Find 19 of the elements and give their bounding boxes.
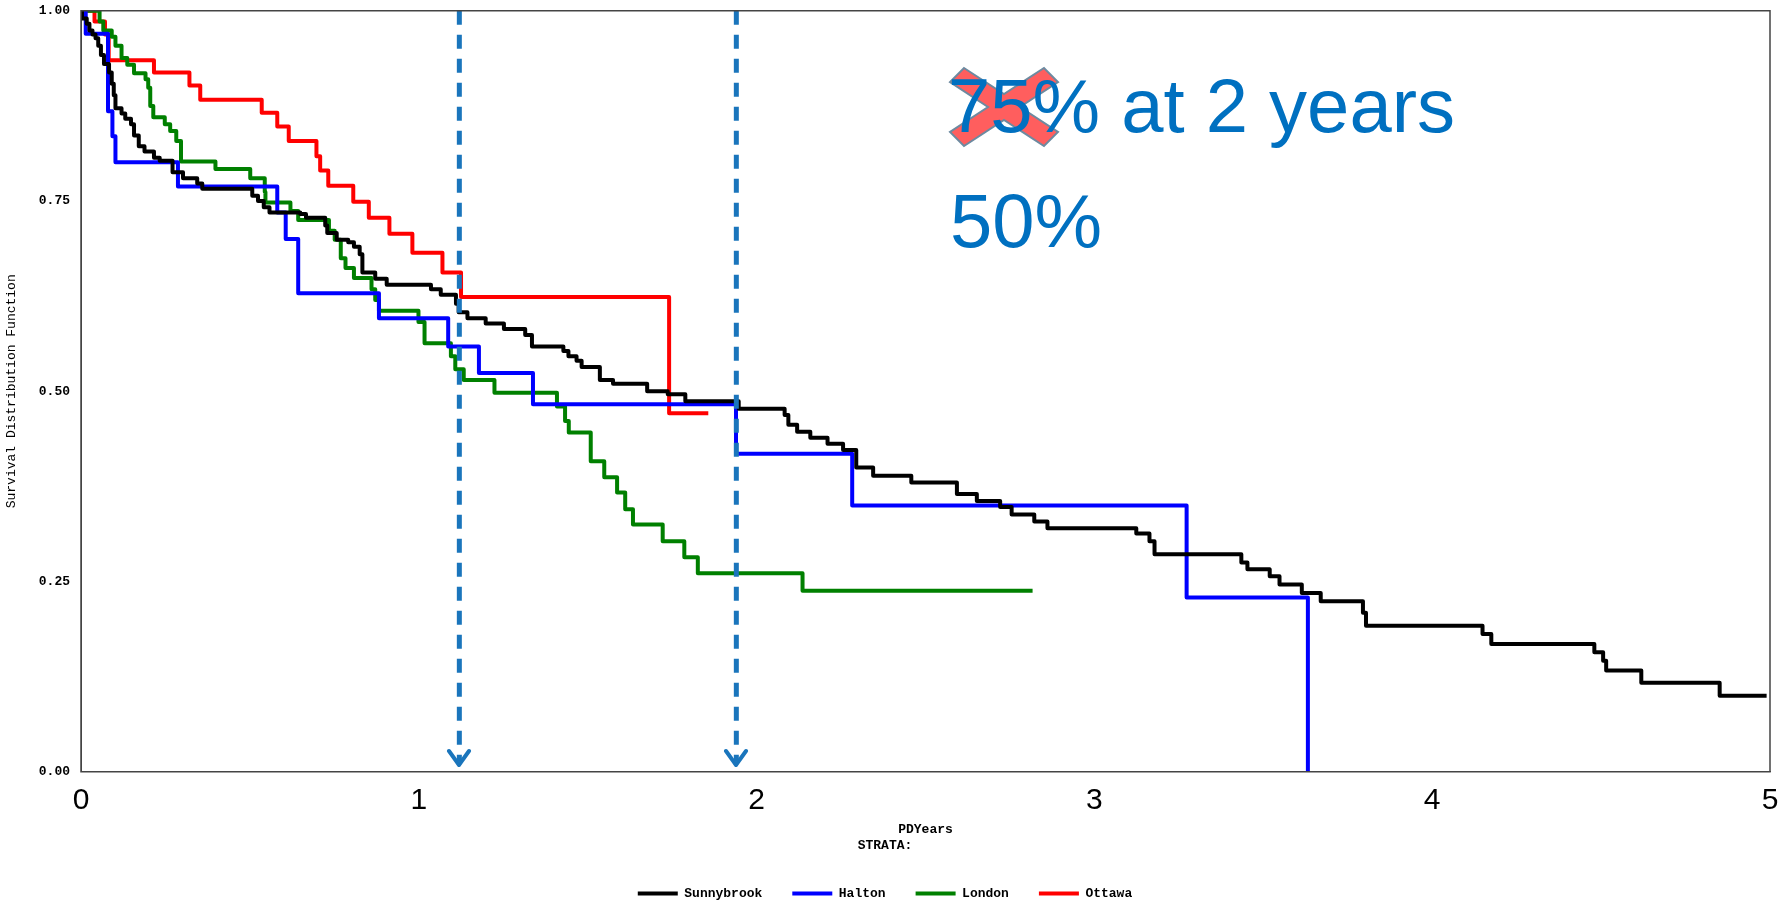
y-tick-label: 0.75 [38,193,71,209]
y-axis-title: Survival Distribution Function [4,274,20,509]
x-tick-label: 0 [72,782,90,816]
legend-label: Halton [838,885,886,901]
legend-label: London [962,885,1010,901]
x-tick-label: 5 [1761,782,1779,816]
annotation: 50% [950,178,1103,263]
legend-title: STRATA: [857,838,913,854]
y-tick-label: 0.00 [38,764,71,780]
x-tick-label: 1 [410,782,428,816]
x-tick-label: 2 [748,782,765,816]
y-tick-label: 0.50 [38,383,71,399]
x-tick-label: 4 [1423,782,1441,816]
y-tick-label: 0.25 [38,573,71,589]
x-axis-title: PDYears [898,821,953,837]
legend-label: Sunnybrook [684,885,763,901]
legend-label: Ottawa [1085,885,1133,901]
y-tick-label: 1.00 [38,3,71,19]
x-tick-label: 3 [1086,782,1103,816]
